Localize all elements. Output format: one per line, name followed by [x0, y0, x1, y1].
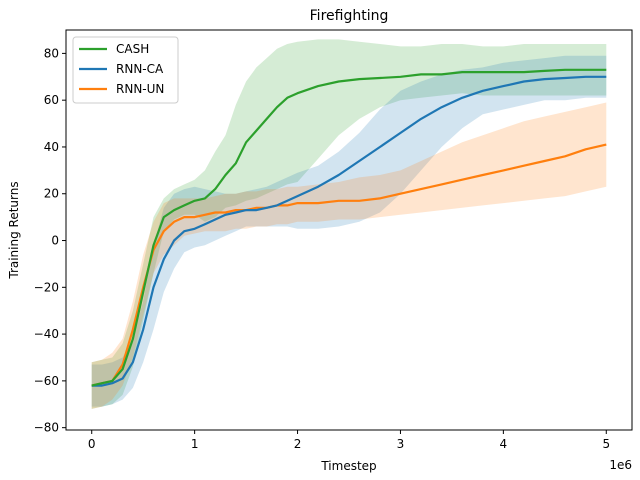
legend-box [72, 36, 179, 104]
y-tick-label: 40 [44, 140, 59, 154]
y-tick-label: 20 [44, 187, 59, 201]
legend-label-cash: CASH [116, 42, 149, 56]
series-line-cash [91, 68, 607, 387]
y-tick-label: −40 [34, 327, 59, 341]
series-band-cash [91, 39, 607, 409]
x-tick-label: 3 [397, 437, 405, 451]
series-band-rnn-un [91, 102, 607, 409]
y-tick-label: −20 [34, 280, 59, 294]
x-tick-label: 2 [294, 437, 302, 451]
legend-label-rnn-un: RNN-UN [116, 82, 164, 96]
x-tick-label: 5 [602, 437, 610, 451]
x-axis-offset-label: 1e6 [609, 458, 632, 472]
legend-label-rnn-ca: RNN-CA [116, 62, 164, 76]
y-axis-label: Training Returns [7, 181, 21, 279]
x-axis: 0 1 2 3 4 5 [88, 430, 610, 451]
chart-title: Firefighting [310, 8, 389, 24]
x-tick-label: 1 [191, 437, 199, 451]
legend: CASH RNN-CA RNN-UN [72, 36, 179, 104]
y-tick-label: 80 [44, 46, 59, 60]
plot-area [91, 39, 607, 409]
y-tick-label: 60 [44, 93, 59, 107]
x-tick-label: 4 [500, 437, 508, 451]
x-tick-label: 0 [88, 437, 96, 451]
series-band-rnn-ca [91, 55, 607, 407]
y-axis: −80 −60 −40 −20 0 20 40 60 80 [34, 46, 66, 435]
y-tick-label: −80 [34, 421, 59, 435]
y-tick-label: 0 [51, 234, 59, 248]
axes-frame [65, 29, 633, 431]
x-axis-label: Timestep [320, 459, 376, 473]
y-tick-label: −60 [34, 374, 59, 388]
series-line-rnn-ca [91, 75, 607, 387]
